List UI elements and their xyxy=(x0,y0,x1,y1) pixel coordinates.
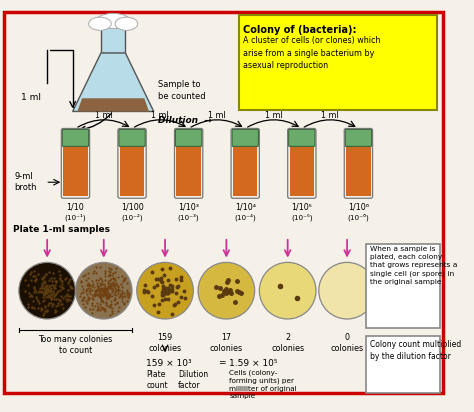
Bar xyxy=(176,147,201,197)
Text: 1 ml: 1 ml xyxy=(208,111,226,120)
FancyBboxPatch shape xyxy=(232,129,258,146)
Ellipse shape xyxy=(96,14,130,28)
Bar xyxy=(233,130,257,147)
Text: 159
colonies: 159 colonies xyxy=(148,333,182,353)
Text: A cluster of cells (or clones) which
arise from a single bacterium by
asexual re: A cluster of cells (or clones) which ari… xyxy=(243,36,381,70)
Text: Cells (colony-
forming units) per
milliliter of original
sample: Cells (colony- forming units) per millil… xyxy=(229,370,297,399)
Text: 1/100: 1/100 xyxy=(121,203,144,212)
Text: 9-ml
broth: 9-ml broth xyxy=(14,172,36,192)
Text: (10⁻⁶): (10⁻⁶) xyxy=(347,213,369,221)
Bar xyxy=(233,147,257,197)
Text: 1 ml: 1 ml xyxy=(95,111,113,120)
Bar xyxy=(346,130,371,147)
Text: 1/10³: 1/10³ xyxy=(178,203,199,212)
Text: Dilution  →: Dilution → xyxy=(158,117,212,125)
Bar xyxy=(63,147,88,197)
Text: Plate 1-ml samples: Plate 1-ml samples xyxy=(13,225,110,234)
Text: When a sample is
plated, each colony
that grows represents a
single cell (or spo: When a sample is plated, each colony tha… xyxy=(370,246,457,285)
Text: 2
colonies: 2 colonies xyxy=(271,333,304,353)
Text: Colony count multiplied
by the dilution factor: Colony count multiplied by the dilution … xyxy=(370,340,461,360)
Bar xyxy=(290,147,314,197)
Circle shape xyxy=(75,262,132,319)
Bar xyxy=(346,147,371,197)
Text: 1/10⁵: 1/10⁵ xyxy=(292,203,312,212)
Text: 1 ml: 1 ml xyxy=(264,111,283,120)
Text: 1/10: 1/10 xyxy=(66,203,84,212)
Text: =: = xyxy=(218,358,225,368)
Circle shape xyxy=(198,262,255,319)
FancyBboxPatch shape xyxy=(345,129,372,146)
Text: 1 ml: 1 ml xyxy=(321,111,339,120)
Bar xyxy=(120,147,144,197)
Text: 1.59 × 10⁵: 1.59 × 10⁵ xyxy=(229,358,278,368)
Text: 1/10⁴: 1/10⁴ xyxy=(235,203,256,212)
Text: 1 ml: 1 ml xyxy=(21,93,41,102)
Text: Plate
count: Plate count xyxy=(146,370,168,390)
Bar xyxy=(120,130,144,147)
Polygon shape xyxy=(73,53,154,112)
Text: 17
colonies: 17 colonies xyxy=(210,333,243,353)
Text: (10⁻²): (10⁻²) xyxy=(121,213,143,221)
Polygon shape xyxy=(77,98,149,112)
Circle shape xyxy=(137,262,193,319)
Ellipse shape xyxy=(115,17,138,30)
Bar xyxy=(366,243,439,328)
Bar xyxy=(290,130,314,147)
Bar xyxy=(176,130,201,147)
Polygon shape xyxy=(101,27,126,53)
Bar xyxy=(63,130,88,147)
Circle shape xyxy=(19,262,75,319)
FancyBboxPatch shape xyxy=(289,129,315,146)
FancyBboxPatch shape xyxy=(62,129,89,146)
Text: Dilution
factor: Dilution factor xyxy=(178,370,209,390)
Text: 1 ml: 1 ml xyxy=(152,111,169,120)
Bar xyxy=(366,336,439,393)
Text: 159 × 10³: 159 × 10³ xyxy=(146,358,192,368)
Text: (10⁻⁵): (10⁻⁵) xyxy=(291,213,313,221)
Text: 0
colonies: 0 colonies xyxy=(330,333,364,353)
Text: (10⁻⁴): (10⁻⁴) xyxy=(234,213,256,221)
Circle shape xyxy=(259,262,316,319)
FancyBboxPatch shape xyxy=(119,129,145,146)
Circle shape xyxy=(319,262,375,319)
Text: (10⁻³): (10⁻³) xyxy=(178,213,200,221)
FancyBboxPatch shape xyxy=(175,129,202,146)
Text: Colony of (bacteria):: Colony of (bacteria): xyxy=(243,25,357,35)
Ellipse shape xyxy=(89,17,111,30)
Text: Sample to
be counted: Sample to be counted xyxy=(158,80,206,101)
Text: Too many colonies
to count: Too many colonies to count xyxy=(38,335,113,355)
Bar xyxy=(238,15,437,110)
Text: 1/10⁶: 1/10⁶ xyxy=(348,203,369,212)
Text: (10⁻¹): (10⁻¹) xyxy=(64,213,86,221)
